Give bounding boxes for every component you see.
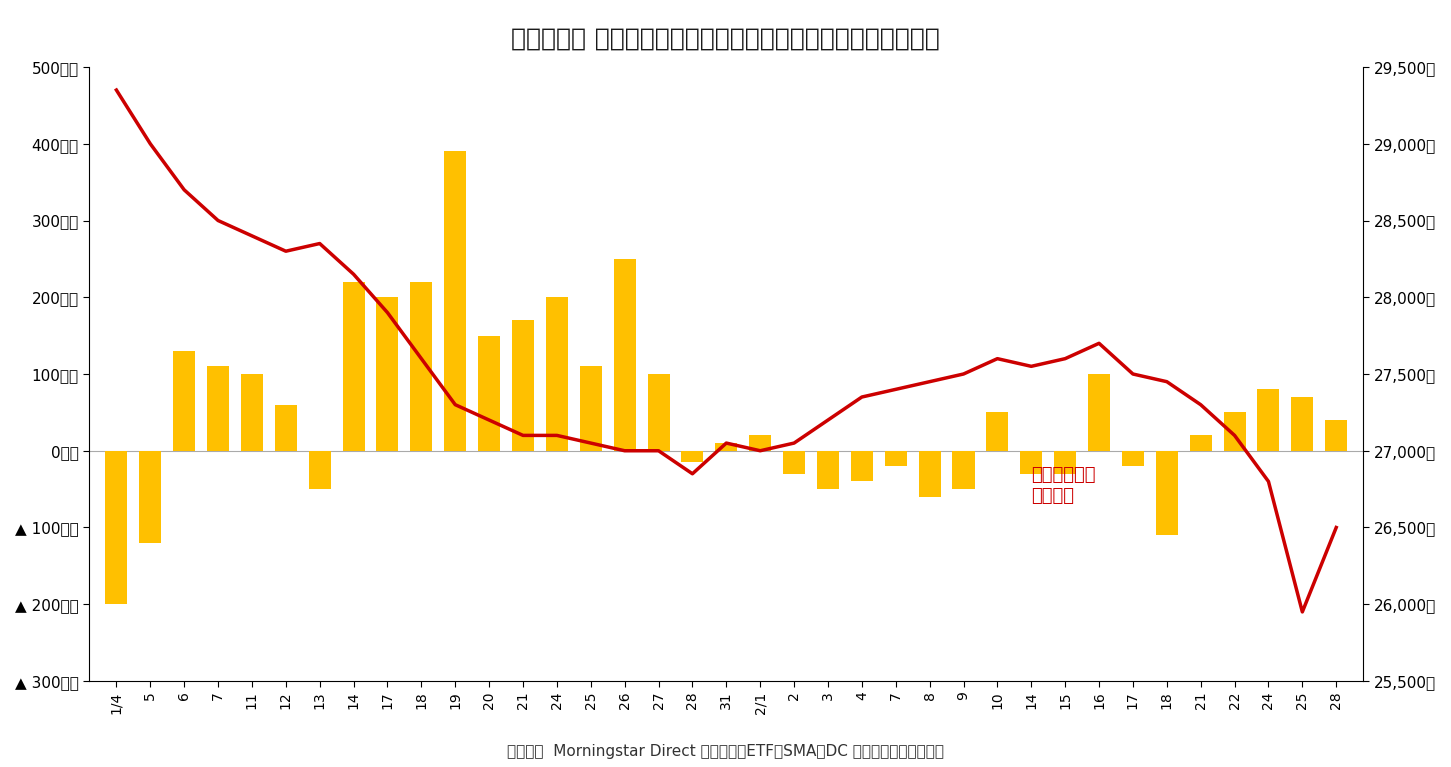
Bar <box>1156 451 1178 535</box>
Bar <box>274 405 297 451</box>
Bar <box>173 351 196 451</box>
Bar <box>342 282 364 451</box>
Bar <box>106 451 128 604</box>
Bar <box>952 451 975 489</box>
Bar <box>614 259 636 451</box>
Bar <box>1258 390 1280 451</box>
Bar <box>749 436 772 451</box>
Bar <box>1223 413 1245 451</box>
Bar <box>376 298 399 451</box>
Bar <box>647 374 669 451</box>
Bar <box>715 443 737 451</box>
Bar <box>1122 451 1143 466</box>
Bar <box>309 451 331 489</box>
Bar <box>1190 436 1212 451</box>
Bar <box>885 451 907 466</box>
Bar <box>512 321 534 451</box>
Bar <box>580 367 602 451</box>
Text: 日経平均株価
（右軸）: 日経平均株価 （右軸） <box>1032 466 1096 505</box>
Bar <box>1053 451 1077 474</box>
Bar <box>784 451 805 474</box>
Bar <box>1020 451 1042 474</box>
Bar <box>682 451 704 463</box>
Bar <box>444 151 466 451</box>
Bar <box>1291 397 1313 451</box>
Bar <box>918 451 940 497</box>
Bar <box>1088 374 1110 451</box>
Bar <box>850 451 874 482</box>
Bar <box>987 413 1008 451</box>
Bar <box>817 451 839 489</box>
Bar <box>479 336 501 451</box>
Bar <box>1325 420 1347 451</box>
Bar <box>207 367 229 451</box>
Bar <box>139 451 161 543</box>
Bar <box>241 374 263 451</box>
Text: （資料）  Morningstar Direct より作成。ETF、SMA・DC 専用ファンドは除く。: （資料） Morningstar Direct より作成。ETF、SMA・DC … <box>506 744 945 759</box>
Bar <box>546 298 567 451</box>
Text: 【図表３】 国内株式インデックス・ファンドの日次推計流出入: 【図表３】 国内株式インデックス・ファンドの日次推計流出入 <box>511 27 940 51</box>
Bar <box>411 282 432 451</box>
